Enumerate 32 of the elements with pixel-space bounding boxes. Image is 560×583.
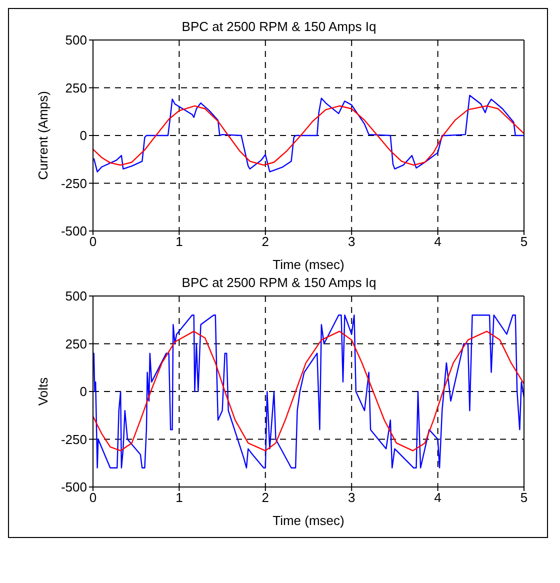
line-series — [93, 314, 524, 468]
x-axis-title: Time (msec) — [272, 513, 344, 528]
y-tick-label: -500 — [60, 224, 87, 239]
x-tick-label: 1 — [176, 234, 183, 250]
x-tick-label: 4 — [434, 234, 442, 250]
y-tick-label: 500 — [65, 32, 87, 48]
y-axis-title: Volts — [36, 376, 51, 406]
x-tick-label: 4 — [434, 490, 442, 506]
x-tick-label: 3 — [348, 490, 356, 506]
y-tick-label: -500 — [60, 480, 87, 495]
y-tick-label: -250 — [60, 432, 87, 447]
x-tick-label: 5 — [520, 234, 528, 250]
x-tick-label: 2 — [262, 234, 270, 250]
y-tick-label: -250 — [60, 176, 87, 191]
x-tick-label: 0 — [89, 490, 97, 506]
x-tick-label: 1 — [176, 490, 183, 506]
chart-title: BPC at 2500 RPM & 150 Amps Iq — [182, 275, 376, 290]
y-tick-label: 0 — [80, 384, 87, 400]
line-series — [93, 94, 524, 172]
line-series — [93, 105, 524, 166]
y-tick-label: 500 — [65, 288, 87, 304]
x-tick-label: 3 — [348, 234, 356, 250]
y-tick-label: 0 — [80, 128, 87, 144]
x-tick-label: 0 — [89, 234, 97, 250]
x-tick-label: 5 — [520, 490, 528, 506]
x-tick-label: 2 — [262, 490, 270, 506]
y-tick-label: 250 — [65, 336, 87, 352]
y-tick-label: 250 — [65, 80, 87, 96]
x-axis-title: Time (msec) — [272, 257, 344, 272]
y-axis-title: Current (Amps) — [36, 91, 51, 180]
chart-title: BPC at 2500 RPM & 150 Amps Iq — [182, 19, 376, 34]
line-series — [93, 330, 524, 452]
